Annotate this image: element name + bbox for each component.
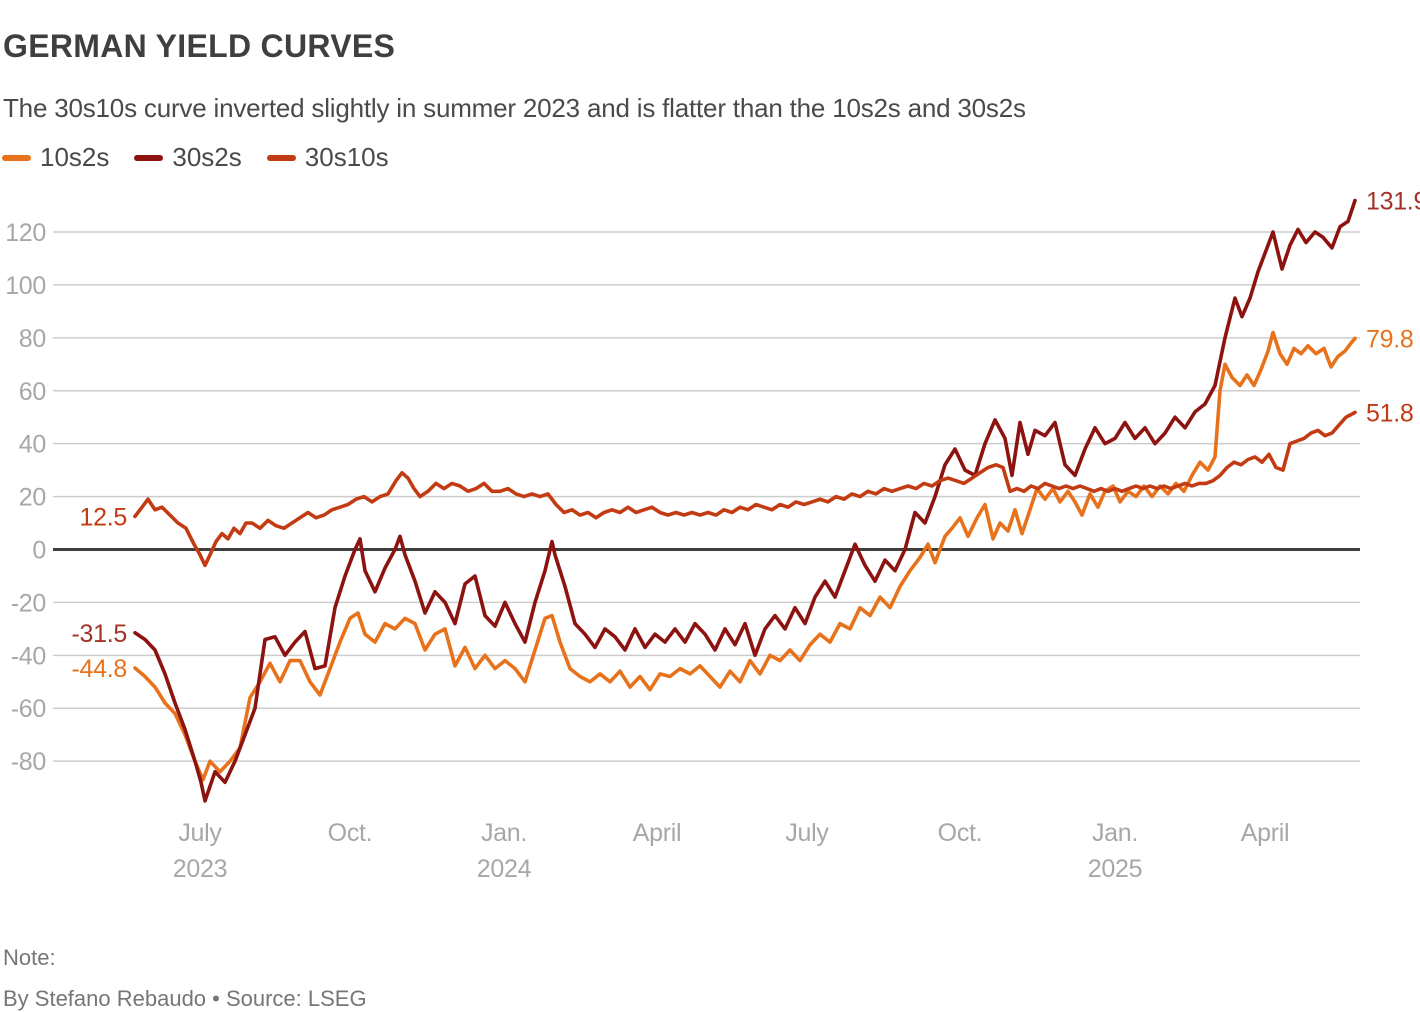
legend-item-30s10s: 30s10s [266,142,389,173]
x-tick-label: Jan. [1092,819,1138,847]
series-line-30s10s [133,410,1357,568]
note-label: Note: [3,945,56,970]
series-end-label-30s2s: 131.9 [1366,188,1420,216]
x-tick-label: July [178,819,222,847]
legend-item-10s2s: 10s2s [2,142,109,173]
y-tick-label: 0 [32,537,46,565]
page-title: GERMAN YIELD CURVES [3,28,396,65]
legend: 10s2s 30s2s 30s10s [2,142,389,173]
x-tick-label: April [633,819,682,847]
x-tick-label: July [785,819,829,847]
y-tick-labels: 120 100 80 60 40 20 0 -20 -40 -60 -80 [5,219,46,776]
y-tick-label: 40 [19,431,46,459]
series-start-label-30s2s: -31.5 [72,620,127,648]
y-tick-label: 120 [5,219,46,247]
y-tick-label: -60 [11,695,46,723]
y-tick-label: -80 [11,748,46,776]
series-end-label-10s2s: 79.8 [1366,325,1413,353]
byline: By Stefano Rebaudo • Source: LSEG [3,986,367,1011]
y-tick-label: 60 [19,378,46,406]
series-line-10s2s [133,330,1357,782]
y-tick-label: 20 [19,484,46,512]
x-tick-year: 2024 [477,855,532,883]
series-start-label-30s10s: 12.5 [80,503,127,531]
subtitle: The 30s10s curve inverted slightly in su… [3,93,1026,123]
legend-swatch-30s10s [266,154,296,161]
x-tick-label: Oct. [328,819,373,847]
series-end-label-30s10s: 51.8 [1366,399,1413,427]
legend-label-10s2s: 10s2s [40,142,110,172]
y-tick-label: -40 [11,642,46,670]
x-tick-year: 2023 [173,855,227,883]
legend-swatch-10s2s [2,154,31,161]
series-line-30s2s [133,198,1357,803]
legend-label-30s2s: 30s2s [172,142,242,172]
legend-item-30s2s: 30s2s [134,142,242,173]
x-tick-label: Oct. [938,819,983,847]
x-tick-label: April [1241,819,1290,847]
legend-swatch-30s2s [134,154,164,161]
x-tick-year: 2025 [1088,855,1142,883]
y-tick-label: 80 [19,325,46,353]
x-tick-labels: July 2023 Oct. Jan. 2024 April July Oct. Jan. 202… [173,819,1290,883]
series-start-label-10s2s: -44.8 [72,655,127,683]
y-gridlines [53,231,1360,762]
y-tick-label: 100 [5,272,46,300]
y-tick-label: -20 [11,589,46,617]
legend-label-30s10s: 30s10s [304,142,389,172]
x-tick-label: Jan. [481,819,527,847]
